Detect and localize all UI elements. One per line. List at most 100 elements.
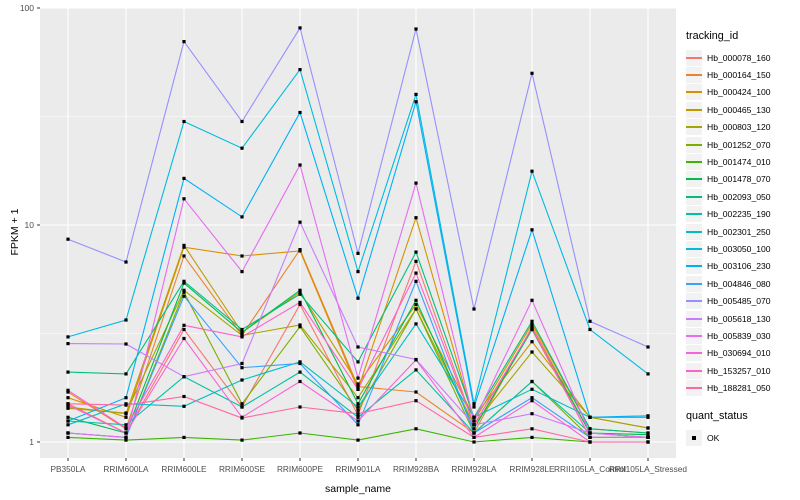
data-point bbox=[66, 342, 70, 346]
data-point bbox=[240, 361, 244, 366]
data-point bbox=[530, 169, 534, 173]
data-point bbox=[298, 370, 302, 374]
data-point bbox=[240, 405, 244, 409]
legend-key-line-icon bbox=[686, 136, 702, 153]
data-point bbox=[646, 431, 650, 435]
data-point bbox=[182, 336, 186, 341]
data-point bbox=[588, 431, 592, 435]
data-point bbox=[530, 387, 534, 391]
data-point bbox=[356, 405, 360, 409]
legend-quant-section: quant_status OK bbox=[686, 410, 800, 446]
legend-title-quant-status: quant_status bbox=[686, 409, 748, 422]
data-point bbox=[530, 399, 534, 403]
legend-item-label: Hb_001252_070 bbox=[707, 139, 771, 150]
data-point bbox=[182, 327, 186, 332]
data-point bbox=[472, 423, 476, 427]
legend-item: Hb_000465_130 bbox=[686, 101, 800, 118]
data-point bbox=[356, 402, 360, 406]
data-point bbox=[414, 259, 418, 263]
data-point bbox=[530, 379, 534, 384]
data-point bbox=[356, 412, 360, 416]
legend-tracking-items: Hb_000078_160 Hb_000164_150 Hb_000424_100 H… bbox=[686, 49, 800, 397]
legend-item-label: Hb_153257_010 bbox=[707, 365, 771, 376]
legend-key-line-icon bbox=[686, 223, 702, 240]
legend-item: Hb_002235_190 bbox=[686, 206, 800, 223]
data-point bbox=[298, 26, 302, 30]
data-point bbox=[646, 433, 650, 437]
data-point bbox=[298, 288, 302, 292]
data-point bbox=[646, 372, 650, 376]
data-point bbox=[414, 427, 418, 431]
data-point bbox=[588, 319, 592, 323]
data-point bbox=[530, 319, 534, 323]
legend-line-swatch bbox=[686, 317, 702, 320]
data-point bbox=[182, 404, 186, 408]
data-point bbox=[646, 426, 650, 430]
data-point bbox=[472, 419, 476, 423]
data-point bbox=[356, 387, 360, 391]
data-point bbox=[356, 382, 360, 386]
data-point bbox=[124, 423, 128, 427]
x-tick-label: RRIM928LA bbox=[451, 464, 497, 474]
data-point bbox=[472, 307, 476, 311]
legend-item: Hb_003106_230 bbox=[686, 258, 800, 275]
data-point bbox=[530, 326, 534, 330]
x-tick-label: RRIM600LE bbox=[161, 464, 207, 474]
data-point bbox=[356, 360, 360, 364]
legend-item-label: Hb_005485_070 bbox=[707, 296, 771, 307]
data-point bbox=[472, 427, 476, 431]
data-point bbox=[124, 411, 128, 415]
x-tick-label: RRII105LA_Stressed bbox=[609, 464, 687, 474]
data-point bbox=[530, 396, 534, 400]
legend-key-line-icon bbox=[686, 154, 702, 171]
data-point bbox=[124, 415, 128, 419]
legend-line-swatch bbox=[686, 352, 702, 355]
data-point bbox=[66, 390, 70, 394]
legend-line-swatch bbox=[686, 369, 702, 372]
data-point bbox=[182, 197, 186, 201]
legend-item-label: Hb_003106_230 bbox=[707, 261, 771, 272]
data-point bbox=[298, 431, 302, 435]
legend-line-swatch bbox=[686, 195, 702, 198]
data-point bbox=[530, 435, 534, 439]
data-point bbox=[66, 406, 70, 410]
legend-item: Hb_001478_070 bbox=[686, 171, 800, 188]
legend-line-swatch bbox=[686, 56, 702, 59]
data-point bbox=[66, 419, 70, 423]
data-point bbox=[66, 388, 70, 392]
data-point bbox=[124, 426, 128, 430]
data-point bbox=[414, 368, 418, 372]
data-point bbox=[646, 440, 650, 444]
legend-item: Hb_002301_250 bbox=[686, 223, 800, 240]
data-point bbox=[356, 270, 360, 274]
legend-item: Hb_005618_130 bbox=[686, 310, 800, 327]
data-point bbox=[414, 27, 418, 31]
data-point bbox=[124, 318, 128, 322]
data-point bbox=[356, 396, 360, 400]
legend-item: Hb_001474_010 bbox=[686, 153, 800, 171]
data-point bbox=[182, 40, 186, 44]
data-point bbox=[298, 249, 302, 253]
data-point bbox=[240, 327, 244, 332]
legend-key-line-icon bbox=[686, 49, 702, 66]
data-point bbox=[66, 415, 70, 419]
data-point bbox=[66, 335, 70, 339]
data-point bbox=[298, 110, 302, 115]
data-point bbox=[472, 431, 476, 435]
data-point bbox=[182, 176, 186, 180]
data-point bbox=[588, 440, 592, 444]
legend-line-swatch bbox=[686, 213, 702, 216]
data-point bbox=[66, 423, 70, 427]
legend-item-label: Hb_002093_050 bbox=[707, 191, 771, 202]
data-point bbox=[124, 372, 128, 376]
data-point bbox=[298, 300, 302, 304]
data-point bbox=[414, 298, 418, 302]
legend-line-swatch bbox=[686, 161, 702, 164]
legend-key-line-icon bbox=[686, 362, 702, 379]
data-point bbox=[646, 435, 650, 439]
data-point bbox=[298, 220, 302, 224]
data-point bbox=[240, 270, 244, 274]
data-point bbox=[414, 271, 418, 275]
data-point bbox=[66, 396, 70, 400]
legend-item-label: Hb_003050_100 bbox=[707, 243, 771, 254]
